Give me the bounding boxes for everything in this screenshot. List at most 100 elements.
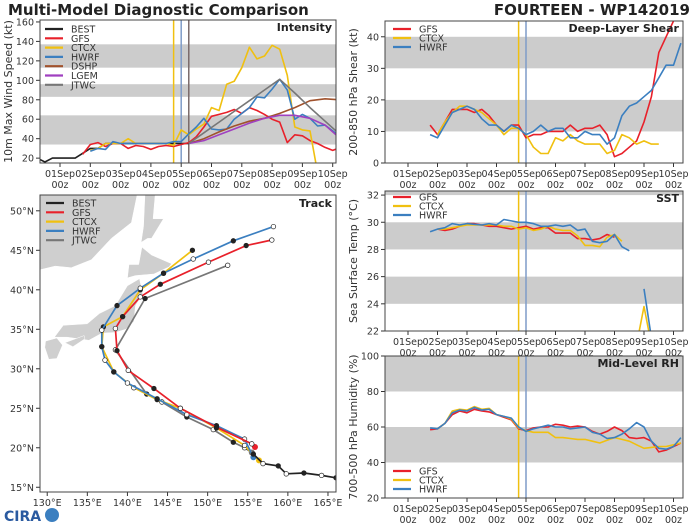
x-tick-label-hour: 00z — [173, 180, 190, 191]
x-tick-label: 03Sep — [452, 337, 482, 348]
lat-tick-label: 40°N — [10, 285, 34, 296]
lon-tick-label: 150°E — [193, 498, 222, 509]
legend-label-jtwc: JTWC — [71, 236, 97, 247]
intensity-panel: 2040608010012014016001Sep00z02Sep00z03Se… — [2, 17, 348, 191]
track-position-marker — [250, 451, 257, 457]
legend-label-ctcx: CTCX — [419, 476, 445, 487]
y-axis-label: 200-850 hPa Shear (kt) — [347, 28, 360, 156]
track-panel: 130°E 135°E 140°E 145°E 150°E 155°E 160°E 165°E… — [10, 194, 342, 509]
y-tick-label: 100 — [361, 352, 379, 363]
x-tick-label-hour: 00z — [517, 180, 534, 191]
x-tick-label-hour: 00z — [142, 180, 159, 191]
lon-tick-label: 160°E — [273, 498, 302, 509]
panel-title: Intensity — [277, 21, 332, 34]
legend-label-ctcx: CTCX — [72, 217, 98, 228]
x-tick-label-hour: 00z — [547, 515, 564, 525]
shaded-band — [40, 115, 336, 145]
y-tick-label: 30 — [367, 218, 379, 229]
x-tick-label: 08Sep — [257, 169, 287, 180]
x-tick-label-hour: 00z — [635, 348, 652, 359]
y-tick-label: 60 — [22, 115, 34, 126]
x-tick-label: 10Sep — [659, 169, 689, 180]
x-tick-label-hour: 00z — [458, 180, 475, 191]
shear-panel: 01020304001Sep00z02Sep00z03Sep00z04Sep00… — [347, 20, 689, 191]
y-tick-label: 60 — [367, 423, 379, 434]
track-position-marker — [260, 460, 266, 467]
track-position-marker — [269, 237, 275, 243]
y-tick-label: 20 — [367, 494, 379, 505]
track-position-marker — [333, 475, 336, 481]
land-polygon — [53, 278, 143, 341]
plot-frame — [39, 19, 337, 164]
panel-title: Track — [299, 197, 333, 210]
legend-label-ctcx: CTCX — [419, 202, 445, 213]
x-tick-label: 03Sep — [452, 169, 482, 180]
x-tick-label: 02Sep — [423, 504, 453, 515]
x-tick-label-hour: 00z — [547, 180, 564, 191]
shaded-band — [385, 191, 683, 196]
x-tick-label-hour: 00z — [665, 180, 682, 191]
map-frame — [39, 194, 337, 493]
legend-label-ctcx: CTCX — [71, 43, 97, 54]
track-position-marker — [177, 405, 184, 411]
y-tick-label: 120 — [16, 56, 34, 67]
lon-tick-label: 145°E — [153, 498, 182, 509]
lat-tick-label: 20°N — [10, 443, 34, 454]
x-tick-label-hour: 00z — [324, 180, 341, 191]
x-tick-label: 05Sep — [511, 504, 541, 515]
x-tick-label: 08Sep — [600, 337, 630, 348]
cira-logo-text: CIRA — [4, 509, 41, 525]
track-position-marker — [111, 369, 117, 375]
y-tick-label: 20 — [367, 95, 379, 106]
shaded-band — [385, 99, 683, 132]
x-tick-label-hour: 00z — [429, 180, 446, 191]
legend-label-ctcx: CTCX — [419, 34, 445, 45]
series-group — [40, 44, 336, 163]
x-tick-label-hour: 00z — [233, 180, 250, 191]
series-line-jtwc — [188, 78, 336, 145]
x-tick-label-hour: 00z — [576, 348, 593, 359]
track-position-marker — [102, 357, 108, 363]
series-line-ctcx — [437, 224, 650, 331]
x-tick-label: 07Sep — [570, 504, 600, 515]
y-tick-label: 22 — [367, 327, 379, 338]
x-tick-label: 01Sep — [45, 169, 75, 180]
x-tick-label: 02Sep — [423, 169, 453, 180]
x-tick-label-hour: 00z — [606, 348, 623, 359]
shaded-band — [385, 276, 683, 304]
x-tick-label: 02Sep — [423, 337, 453, 348]
x-tick-label-hour: 00z — [112, 180, 129, 191]
map-land — [40, 195, 172, 360]
lon-tick-label: 140°E — [113, 498, 142, 509]
track-position-marker — [243, 242, 249, 249]
track-position-marker — [190, 256, 196, 262]
x-tick-label: 10Sep — [659, 337, 689, 348]
track-position-marker — [99, 327, 105, 333]
logo-globe-icon — [45, 508, 59, 522]
x-tick-label-hour: 00z — [399, 348, 416, 359]
legend-label-lgem: LGEM — [71, 71, 98, 82]
x-tick-label: 09Sep — [629, 337, 659, 348]
x-tick-label: 09Sep — [287, 169, 317, 180]
x-tick-label: 03Sep — [452, 504, 482, 515]
shaded-bands — [40, 44, 336, 145]
x-tick-label-hour: 00z — [635, 515, 652, 525]
panel-title: SST — [656, 192, 679, 205]
series-line-gfs — [82, 106, 336, 155]
legend-label-hwrf: HWRF — [72, 226, 101, 237]
series-line-hwrf — [429, 218, 652, 331]
lat-tick-label: 15°N — [10, 483, 34, 494]
x-tick-label-hour: 00z — [51, 180, 68, 191]
track-position-marker — [142, 295, 148, 302]
lat-tick-label: 45°N — [10, 246, 34, 257]
x-tick-label: 06Sep — [541, 337, 571, 348]
x-tick-label-hour: 00z — [458, 348, 475, 359]
sst-panel: 22242628303201Sep00z02Sep00z03Sep00z04Se… — [347, 190, 689, 359]
track-position-marker — [205, 259, 212, 265]
x-tick-label: 10Sep — [659, 504, 689, 515]
series-line-ctcx — [90, 44, 317, 163]
lat-tick-label: 50°N — [10, 206, 34, 217]
y-axis-label: 10m Max Wind Speed (kt) — [2, 20, 15, 163]
x-tick-label-hour: 00z — [635, 180, 652, 191]
